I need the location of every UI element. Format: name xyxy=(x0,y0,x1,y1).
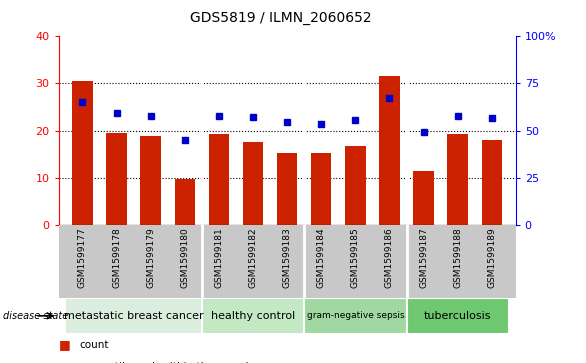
Bar xyxy=(482,140,502,225)
Text: GSM1599177: GSM1599177 xyxy=(78,227,87,288)
Bar xyxy=(448,134,468,225)
Text: GSM1599187: GSM1599187 xyxy=(419,227,428,288)
FancyBboxPatch shape xyxy=(66,298,202,334)
Text: percentile rank within the sample: percentile rank within the sample xyxy=(79,362,255,363)
Text: ■: ■ xyxy=(59,338,70,351)
Text: GSM1599183: GSM1599183 xyxy=(282,227,292,288)
Text: GDS5819 / ILMN_2060652: GDS5819 / ILMN_2060652 xyxy=(190,11,372,25)
Bar xyxy=(72,81,93,225)
Text: GSM1599188: GSM1599188 xyxy=(453,227,462,288)
Bar xyxy=(345,146,366,225)
Text: metastatic breast cancer: metastatic breast cancer xyxy=(64,311,203,321)
Bar xyxy=(209,134,229,225)
Text: GSM1599178: GSM1599178 xyxy=(112,227,121,288)
Text: healthy control: healthy control xyxy=(211,311,295,321)
Bar xyxy=(379,76,400,225)
Text: GSM1599179: GSM1599179 xyxy=(146,227,155,288)
Bar xyxy=(243,142,263,225)
FancyBboxPatch shape xyxy=(407,298,509,334)
Text: gram-negative sepsis: gram-negative sepsis xyxy=(306,311,404,320)
Text: GSM1599182: GSM1599182 xyxy=(248,227,257,288)
Bar xyxy=(311,153,332,225)
FancyBboxPatch shape xyxy=(202,298,304,334)
Text: GSM1599186: GSM1599186 xyxy=(385,227,394,288)
Bar xyxy=(106,133,127,225)
Text: GSM1599185: GSM1599185 xyxy=(351,227,360,288)
Text: disease state: disease state xyxy=(3,311,68,321)
Bar xyxy=(175,179,195,225)
Bar xyxy=(277,153,297,225)
Text: ■: ■ xyxy=(59,360,70,363)
FancyBboxPatch shape xyxy=(304,298,407,334)
Text: GSM1599180: GSM1599180 xyxy=(180,227,189,288)
Text: GSM1599189: GSM1599189 xyxy=(488,227,496,288)
Bar xyxy=(141,136,161,225)
Bar xyxy=(413,171,434,225)
Text: count: count xyxy=(79,340,108,350)
Text: tuberculosis: tuberculosis xyxy=(424,311,492,321)
Text: GSM1599184: GSM1599184 xyxy=(317,227,326,288)
Text: GSM1599181: GSM1599181 xyxy=(214,227,223,288)
